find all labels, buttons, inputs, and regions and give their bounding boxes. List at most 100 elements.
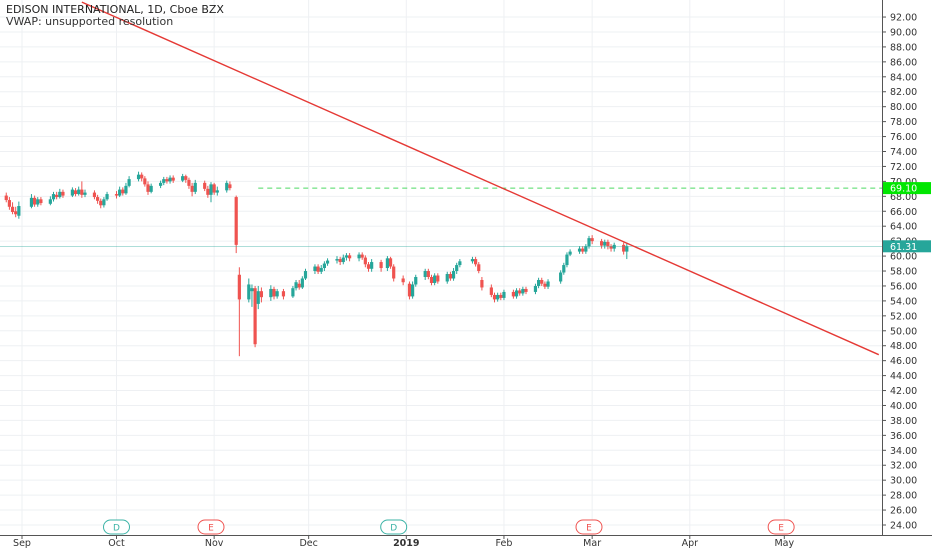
candle-body xyxy=(48,199,52,204)
candle-body xyxy=(291,288,295,297)
price-tick-label: 92.00 xyxy=(890,13,917,24)
candle-body xyxy=(325,260,330,264)
candle-body xyxy=(7,200,11,207)
price-tick-label: 44.00 xyxy=(890,371,917,382)
candle-body xyxy=(577,248,582,252)
candle-body xyxy=(184,176,188,180)
price-tick-label: 46.00 xyxy=(890,356,917,367)
candle-body xyxy=(159,182,163,186)
price-tick-label: 26.00 xyxy=(890,506,917,517)
earnings-marker xyxy=(575,519,603,535)
candle-body xyxy=(70,189,74,196)
candle-body xyxy=(584,246,588,252)
candle-body xyxy=(524,288,528,292)
candle-body xyxy=(105,194,109,200)
candle-body xyxy=(458,261,462,266)
candle-body xyxy=(58,191,62,198)
candle-body xyxy=(17,206,21,216)
candle-body xyxy=(379,262,383,269)
last-price-label: 61.31 xyxy=(890,242,917,253)
price-tick-label: 60.00 xyxy=(890,252,917,263)
time-axis[interactable]: Sep Oct Nov Dec 2019 Feb Mar Apr May xyxy=(0,535,932,549)
candle-body xyxy=(212,184,216,193)
candle-body xyxy=(407,283,412,297)
candle-body xyxy=(433,275,437,283)
candle-body xyxy=(73,190,78,195)
candle-body xyxy=(140,174,144,179)
candle-body xyxy=(215,190,219,193)
candle-body xyxy=(335,259,339,261)
candle-body xyxy=(247,284,251,300)
trendline xyxy=(81,1,880,356)
price-tick-label: 54.00 xyxy=(890,296,917,307)
candle-body xyxy=(401,278,405,283)
grid xyxy=(0,0,882,535)
candle-body xyxy=(533,285,538,292)
candle-body xyxy=(33,197,37,205)
candle-body xyxy=(124,185,128,194)
candle-body xyxy=(540,279,544,284)
candle-body xyxy=(423,271,427,277)
candle-body xyxy=(10,206,15,213)
candle-body xyxy=(316,266,320,272)
candle-body xyxy=(502,291,506,298)
price-axis[interactable]: 24.00 26.00 28.00 30.00 32.00 34.00 36.00 38.00… xyxy=(882,0,932,550)
time-tick-label: Dec xyxy=(299,538,317,549)
overlays xyxy=(0,1,882,356)
candle-body xyxy=(436,275,440,282)
candle-body xyxy=(455,265,459,272)
candle-body xyxy=(269,288,273,298)
candle-body xyxy=(388,258,393,267)
candle-body xyxy=(29,197,34,207)
candle-body xyxy=(99,200,103,206)
candle-body xyxy=(209,184,213,195)
candle-body xyxy=(370,262,374,269)
candle-body xyxy=(36,199,40,205)
candle-body xyxy=(366,264,371,269)
candle-body xyxy=(96,197,100,201)
candle-body xyxy=(338,259,342,263)
price-tick-label: 72.00 xyxy=(890,162,917,173)
candle-body xyxy=(603,241,607,246)
candle-body xyxy=(322,263,326,269)
candle-body xyxy=(187,179,191,186)
candle-body xyxy=(470,259,475,262)
candle-body xyxy=(474,259,478,265)
candle-body xyxy=(303,271,308,279)
candle-body xyxy=(206,188,210,195)
price-tick-label: 48.00 xyxy=(890,341,917,352)
price-tick-label: 64.00 xyxy=(890,222,917,233)
candle-body xyxy=(168,177,172,182)
candle-body xyxy=(496,294,500,300)
candle-body xyxy=(348,255,352,259)
candle-body xyxy=(360,254,364,258)
candle-body xyxy=(118,189,122,196)
time-tick-label: May xyxy=(774,538,794,549)
candle-body xyxy=(92,192,97,198)
candle-body xyxy=(281,291,286,297)
time-tick-label: 2019 xyxy=(393,538,419,549)
event-label: E xyxy=(208,524,214,534)
last-price-label-bg xyxy=(883,240,931,253)
price-tick-label: 24.00 xyxy=(890,521,917,532)
price-tick-label: 32.00 xyxy=(890,461,917,472)
candle-body xyxy=(149,185,153,192)
event-label: D xyxy=(113,524,120,534)
price-tick-label: 78.00 xyxy=(890,117,917,128)
candle-body xyxy=(237,274,241,300)
candle-body xyxy=(313,266,317,272)
price-tick-label: 80.00 xyxy=(890,102,917,113)
candle-body xyxy=(294,282,298,289)
price-tick-label: 52.00 xyxy=(890,311,917,322)
candle-body xyxy=(55,194,59,198)
candle-body xyxy=(546,281,550,287)
candle-body xyxy=(272,288,276,297)
candle-body xyxy=(259,291,263,298)
candle-body xyxy=(136,174,141,180)
candle-body xyxy=(225,182,229,191)
candle-body xyxy=(411,284,415,297)
price-tick-label: 84.00 xyxy=(890,72,917,83)
dividend-marker xyxy=(380,519,408,535)
